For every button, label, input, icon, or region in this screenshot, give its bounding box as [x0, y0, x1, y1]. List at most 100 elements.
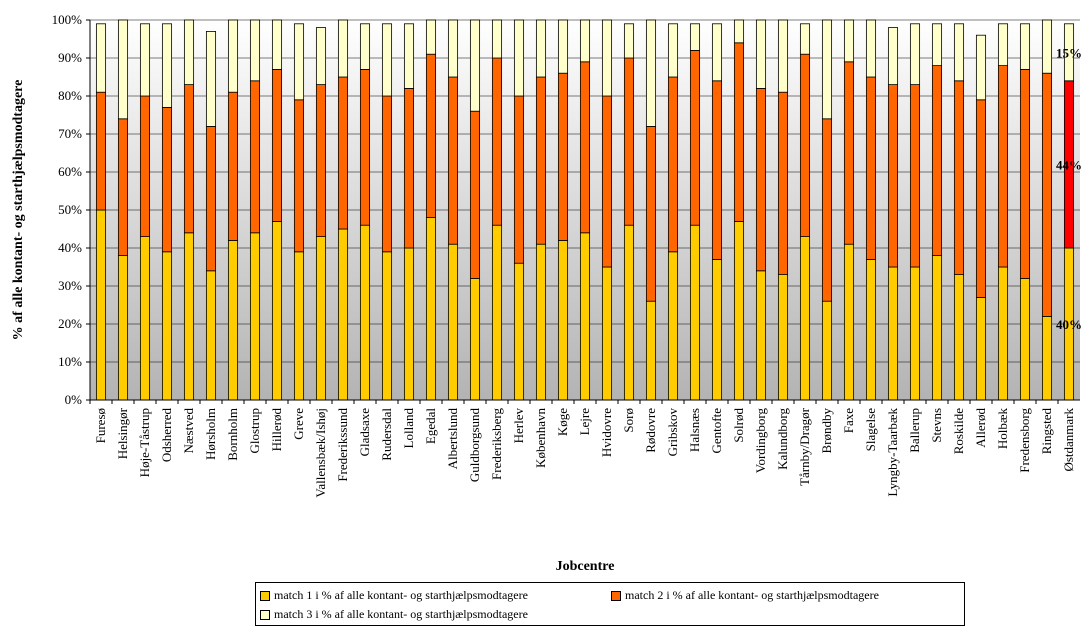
- bar-segment-2: [755, 88, 767, 272]
- bar-segment-1: [535, 243, 547, 401]
- bar-segment-1: [997, 266, 1009, 401]
- bar-segment-3: [359, 23, 371, 70]
- bar-segment-2: [513, 95, 525, 264]
- bar-segment-2: [447, 76, 459, 245]
- x-category-label: Glostrup: [247, 408, 262, 454]
- x-category-label: Ballerup: [907, 408, 922, 453]
- bar-segment-1: [931, 255, 943, 401]
- bar-segment-3: [205, 30, 217, 127]
- x-category-label: Vallensbæk/Ishøj: [313, 408, 328, 498]
- y-tick-label: 60%: [58, 164, 82, 179]
- bar-segment-1: [557, 239, 569, 401]
- x-category-label: Odsherred: [159, 408, 174, 463]
- bar-segment-2: [733, 42, 745, 222]
- bar-segment-1: [337, 228, 349, 401]
- bar-segment-1: [271, 220, 283, 401]
- bar-segment-1: [205, 270, 217, 401]
- bar-segment-2: [667, 76, 679, 253]
- legend-item-match-2: match 2 i % af alle kontant- og starthjæ…: [611, 588, 879, 603]
- bar-segment-3: [645, 19, 657, 127]
- bar-segment-3: [689, 23, 701, 51]
- x-category-label: Hørsholm: [203, 408, 218, 460]
- y-tick-label: 40%: [58, 240, 82, 255]
- bar-segment-1: [403, 247, 415, 401]
- bar-segment-1: [887, 266, 899, 401]
- bar-segment-2: [469, 110, 481, 279]
- bar-segment-2: [491, 57, 503, 226]
- bar-segment-1: [953, 274, 965, 401]
- bar-segment-3: [909, 23, 921, 85]
- y-tick-label: 100%: [52, 12, 83, 27]
- bar-segment-2: [579, 61, 591, 234]
- bar-segment-3: [777, 19, 789, 93]
- legend-swatch-match-3: [260, 609, 270, 620]
- legend-item-match-1: match 1 i % af alle kontant- og starthjæ…: [260, 588, 528, 603]
- x-category-label: Fredensborg: [1017, 408, 1032, 473]
- bar-segment-3: [865, 19, 877, 78]
- y-axis-title: % af alle kontant- og starthjælpsmodtage…: [11, 80, 26, 341]
- x-category-label: Ringsted: [1039, 408, 1054, 455]
- bar-segment-3: [249, 19, 261, 82]
- x-category-label: Østdanmark: [1061, 408, 1076, 472]
- x-category-label: Brøndby: [819, 408, 834, 454]
- bar-segment-1: [711, 258, 723, 401]
- bar-segment-3: [975, 34, 987, 101]
- legend: match 1 i % af alle kontant- og starthjæ…: [255, 582, 965, 626]
- bar-segment-3: [161, 23, 173, 108]
- y-tick-label: 10%: [58, 354, 82, 369]
- data-label: 40%: [1056, 317, 1082, 332]
- bar-segment-3: [667, 23, 679, 78]
- x-category-label: Stevns: [929, 408, 944, 443]
- bar-segment-2: [557, 72, 569, 241]
- bar-segment-2: [381, 95, 393, 253]
- bar-segment-2: [271, 69, 283, 222]
- bar-segment-3: [755, 19, 767, 89]
- bar-segment-3: [601, 19, 613, 97]
- data-labels: 40% 44% 15%: [1056, 45, 1082, 332]
- bar-segment-1: [865, 258, 877, 401]
- x-category-label: Hvidovre: [599, 408, 614, 457]
- x-category-label: Frederiksberg: [489, 408, 504, 480]
- legend-item-match-3: match 3 i % af alle kontant- og starthjæ…: [260, 607, 528, 622]
- y-tick-label: 90%: [58, 50, 82, 65]
- bar-segment-1: [1041, 315, 1053, 401]
- x-category-label: Egedal: [423, 408, 438, 444]
- bar-segment-2: [535, 76, 547, 245]
- bar-segment-2: [161, 107, 173, 253]
- bar-segment-3: [733, 19, 745, 44]
- legend-label-match-3: match 3 i % af alle kontant- og starthjæ…: [274, 607, 528, 621]
- bar-segment-3: [579, 19, 591, 63]
- bar-segment-2: [689, 50, 701, 226]
- bar-segment-2: [1041, 72, 1053, 317]
- bar-segment-1: [513, 262, 525, 401]
- bar-segment-1: [777, 274, 789, 401]
- bar-segment-1: [491, 224, 503, 401]
- bar-segment-3: [1041, 19, 1053, 74]
- x-category-label: Rudersdal: [379, 408, 394, 461]
- bar-segment-3: [337, 19, 349, 78]
- bar-segment-1: [381, 251, 393, 401]
- bar-segment-3: [227, 19, 239, 93]
- x-category-label: Gribskov: [665, 408, 680, 457]
- stacked-bar-chart: 0% 10% 20% 30% 40% 50% 60% 70% 80% 90% 100% Furesø…: [11, 12, 1082, 574]
- x-category-label: Solrød: [731, 408, 746, 443]
- x-category-label: Slagelse: [863, 408, 878, 452]
- bar-segment-1: [733, 220, 745, 401]
- bar-segment-3: [315, 27, 327, 86]
- bar-segment-3: [557, 19, 569, 74]
- y-axis-ticks: 0% 10% 20% 30% 40% 50% 60% 70% 80% 90% 100%: [52, 12, 83, 407]
- bar-segment-1: [755, 270, 767, 401]
- bar-segment-1: [425, 217, 437, 401]
- x-category-label: Frederikssund: [335, 408, 350, 482]
- bar-segment-3: [623, 23, 635, 59]
- bar-segment-1: [161, 251, 173, 401]
- bar-segment-3: [95, 23, 107, 93]
- bar-segment-2: [315, 84, 327, 237]
- bar-segment-2: [931, 65, 943, 256]
- bar-segment-1: [315, 236, 327, 401]
- bar-segment-2: [601, 95, 613, 268]
- bar-segment-2: [645, 126, 657, 302]
- bar-segment-2: [227, 91, 239, 241]
- x-category-label: Kalundborg: [775, 408, 790, 470]
- bar-segment-1: [139, 236, 151, 401]
